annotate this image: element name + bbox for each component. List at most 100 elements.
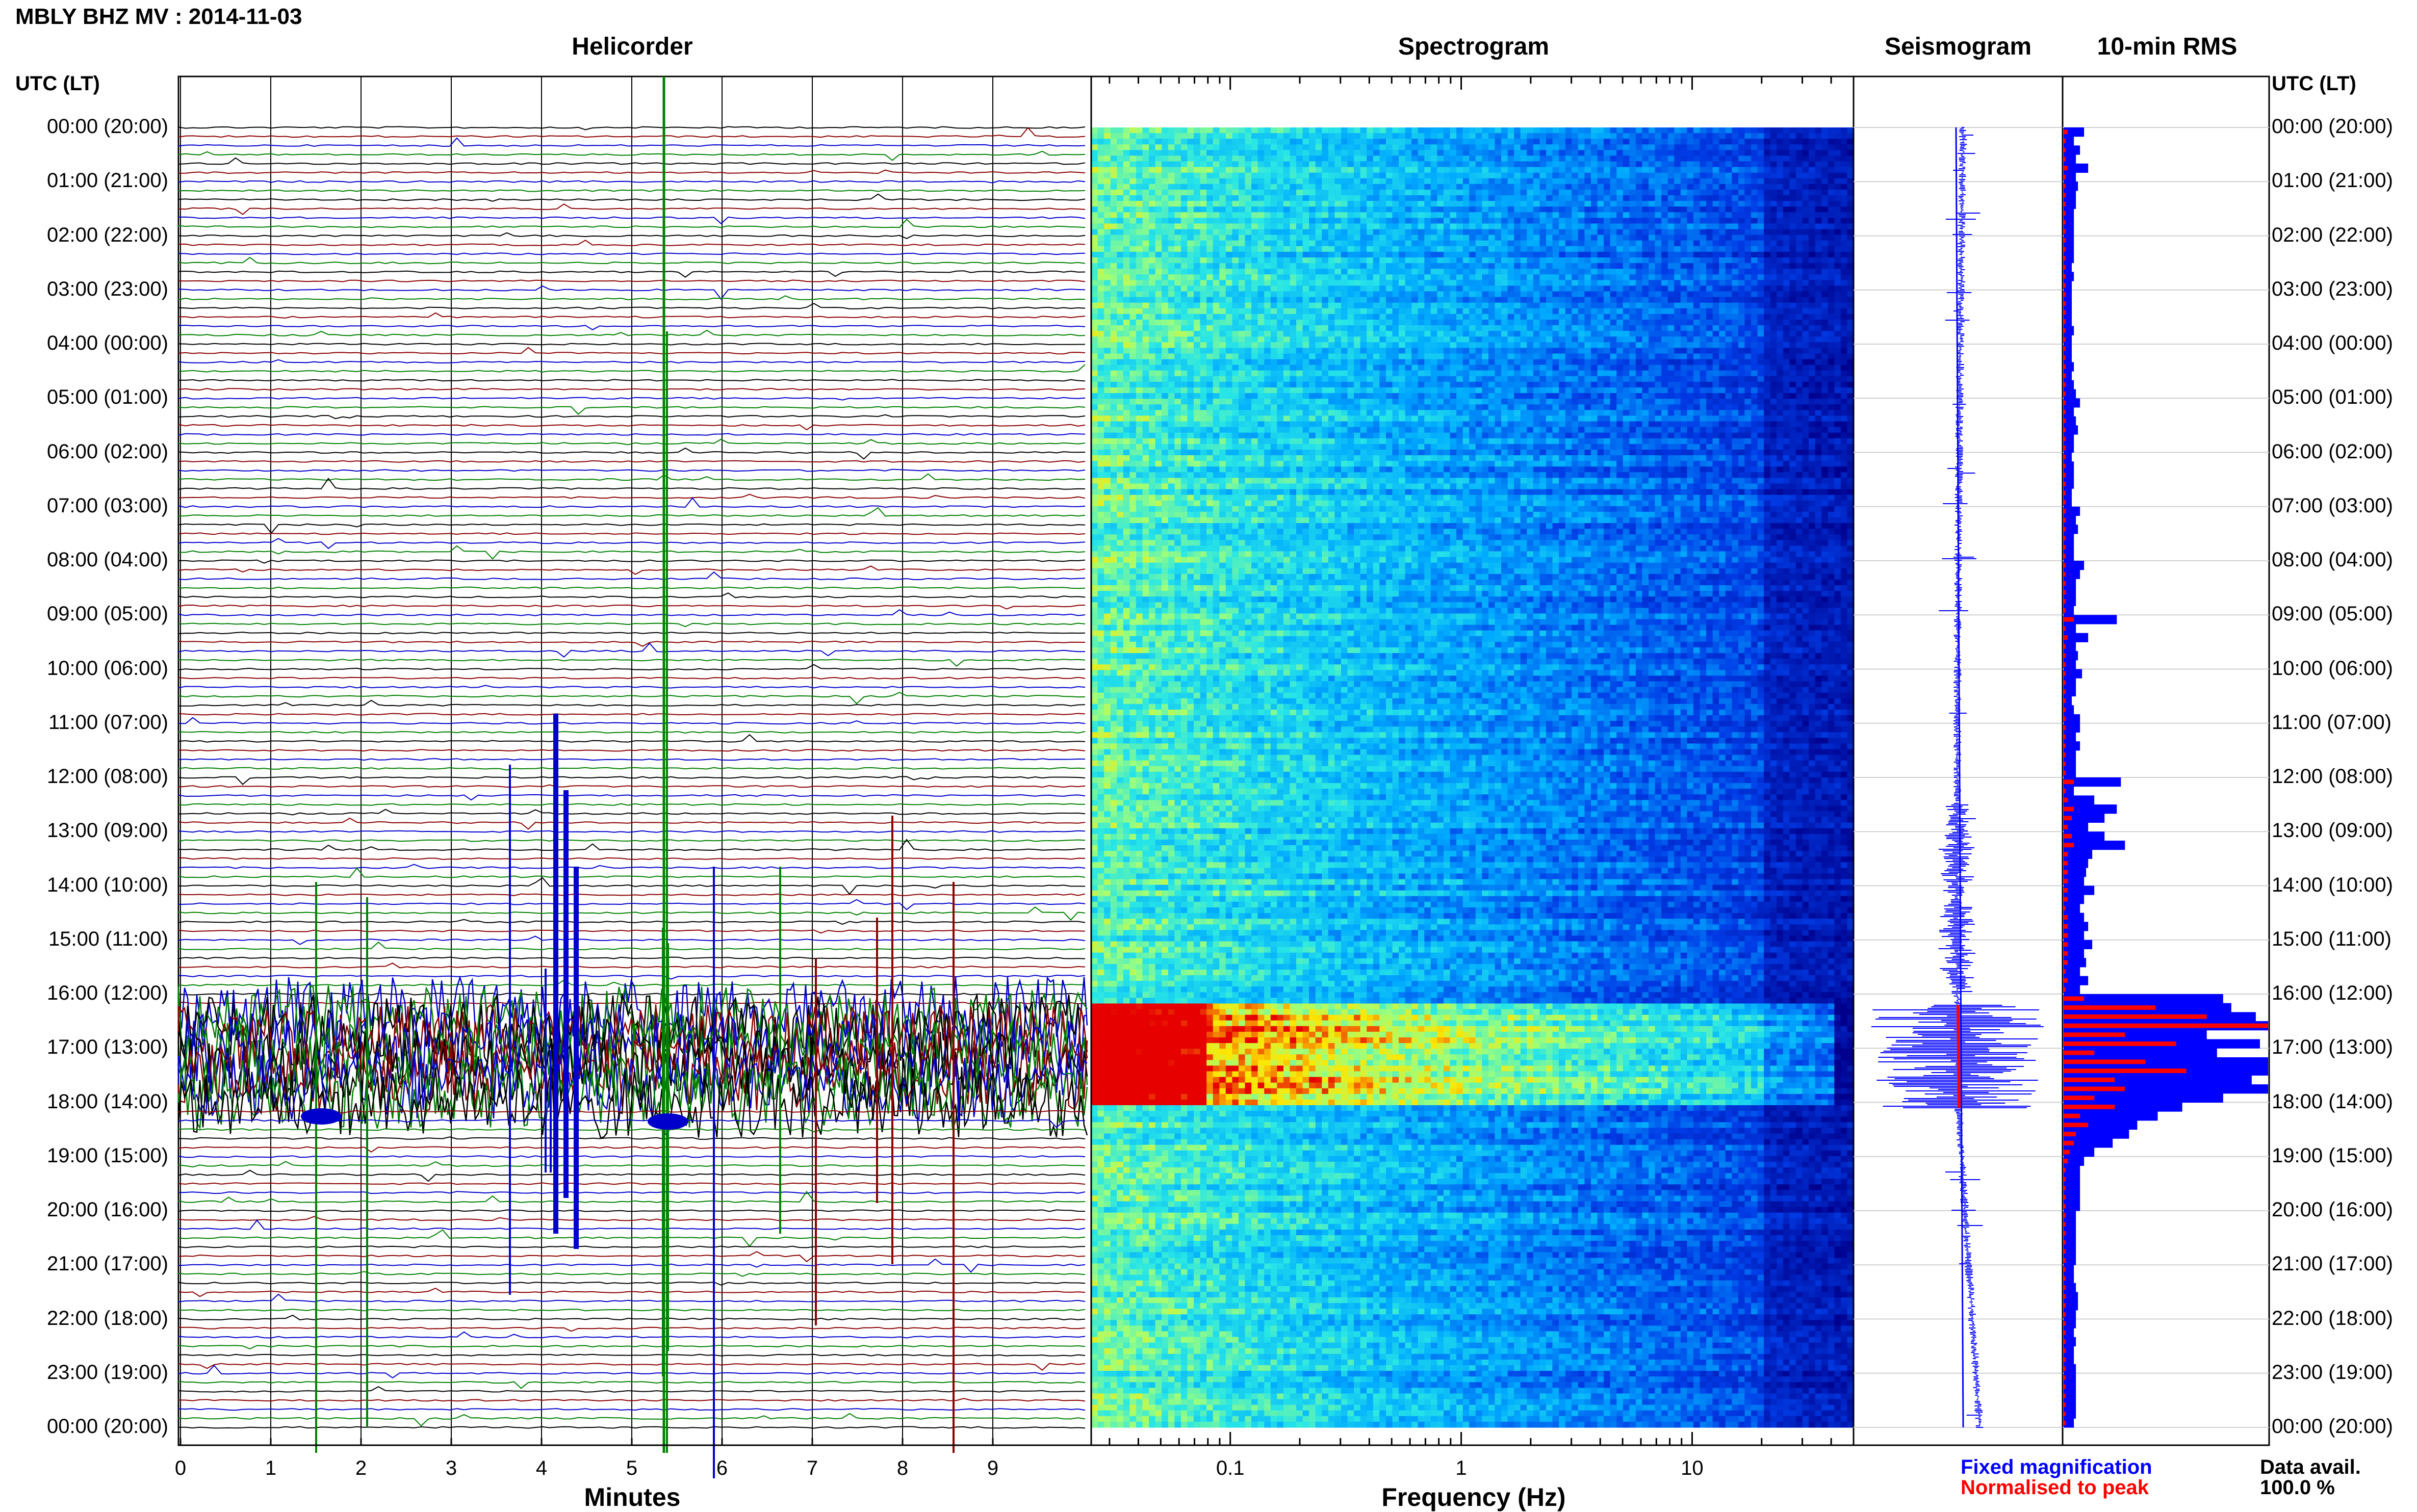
spectrogram-cell (1399, 167, 1406, 173)
spectrogram-cell (1360, 218, 1368, 224)
spectrogram-cell (1828, 150, 1835, 156)
spectrogram-cell (1610, 195, 1617, 201)
spectrogram-cell (1553, 263, 1560, 269)
spectrogram-cell (1789, 224, 1796, 230)
spectrogram-cell (1136, 212, 1143, 218)
spectrogram-cell (1482, 263, 1489, 269)
spectrogram-cell (1200, 257, 1207, 264)
spectrogram-cell (1815, 195, 1822, 201)
spectrogram-cell (1514, 241, 1521, 247)
spectrogram-cell (1501, 167, 1508, 173)
spectrogram-cell (1469, 178, 1476, 185)
spectrogram-cell (1219, 206, 1226, 213)
spectrogram-cell (1149, 229, 1156, 236)
spectrogram-cell (1104, 241, 1111, 247)
spectrogram-cell (1334, 212, 1342, 218)
spectrogram-cell (1200, 218, 1207, 224)
spectrogram-cell (1539, 173, 1547, 179)
spectrogram-cell (1514, 212, 1521, 218)
spectrogram-cell (1533, 263, 1540, 269)
spectrogram-cell (1559, 235, 1566, 241)
spectrogram-cell (1271, 218, 1278, 224)
spectrogram-cell (1482, 167, 1489, 173)
spectrogram-cell (1469, 162, 1476, 168)
spectrogram-cell (1129, 257, 1137, 264)
spectrogram-cell (1681, 190, 1688, 196)
spectrogram-cell (1501, 224, 1508, 230)
spectrogram-cell (1616, 184, 1624, 190)
spectrogram-cell (1117, 195, 1124, 201)
spectrogram-cell (1803, 257, 1810, 264)
spectrogram-cell (1719, 218, 1726, 224)
spectrogram-cell (1610, 257, 1617, 264)
spectrogram-cell (1444, 162, 1451, 168)
spectrogram-cell (1584, 235, 1591, 241)
spectrogram-cell (1565, 184, 1573, 190)
spectrogram-cell (1770, 285, 1778, 292)
spectrogram-cell (1476, 173, 1483, 179)
spectrogram-cell (1155, 212, 1163, 218)
spectrogram-cell (1623, 206, 1630, 213)
spectrogram-cell (1098, 173, 1105, 179)
spectrogram-cell (1111, 139, 1118, 145)
spectrogram-cell (1629, 241, 1636, 247)
spectrogram-cell (1239, 167, 1246, 173)
spectrogram-cell (1559, 127, 1566, 134)
spectrogram-cell (1194, 139, 1201, 145)
spectrogram-cell (1187, 150, 1194, 156)
spectrogram-cell (1815, 190, 1822, 196)
spectrogram-cell (1623, 212, 1630, 218)
spectrogram-cell (1239, 269, 1246, 275)
spectrogram-cell (1463, 195, 1470, 201)
spectrogram-cell (1623, 144, 1630, 150)
spectrogram-cell (1687, 173, 1694, 179)
spectrogram-cell (1726, 224, 1733, 230)
spectrogram-cell (1501, 133, 1508, 139)
spectrogram-cell (1334, 206, 1342, 213)
spectrogram-cell (1565, 212, 1573, 218)
spectrogram-cell (1348, 252, 1355, 258)
spectrogram-cell (1463, 235, 1470, 241)
spectrogram-cell (1783, 127, 1790, 134)
spectrogram-cell (1437, 173, 1444, 179)
spectrogram-cell (1661, 280, 1668, 286)
spectrogram-cell (1258, 257, 1265, 264)
spectrogram-cell (1508, 269, 1515, 275)
spectrogram-cell (1258, 144, 1265, 150)
spectrogram-cell (1553, 173, 1560, 179)
spectrogram-cell (1245, 155, 1252, 162)
spectrogram-cell (1277, 263, 1284, 269)
spectrogram-cell (1674, 184, 1681, 190)
spectrogram-cell (1168, 229, 1175, 236)
spectrogram-cell (1687, 292, 1694, 298)
spectrogram-cell (1174, 190, 1181, 196)
spectrogram-cell (1578, 133, 1585, 139)
spectrogram-cell (1232, 263, 1239, 269)
spectrogram-cell (1584, 150, 1591, 156)
spectrogram-cell (1149, 246, 1156, 252)
spectrogram-cell (1149, 155, 1156, 162)
spectrogram-cell (1789, 252, 1796, 258)
spectrogram-cell (1219, 201, 1226, 207)
spectrogram-cell (1219, 173, 1226, 179)
spectrogram-cell (1809, 274, 1816, 280)
spectrogram-cell (1168, 173, 1175, 179)
spectrogram-cell (1367, 133, 1374, 139)
spectrogram-cell (1334, 246, 1342, 252)
spectrogram-cell (1283, 167, 1291, 173)
spectrogram-cell (1187, 292, 1194, 298)
spectrogram-cell (1431, 246, 1438, 252)
spectrogram-cell (1206, 218, 1214, 224)
spectrogram-cell (1591, 218, 1598, 224)
spectrogram-cell (1726, 212, 1733, 218)
spectrogram-cell (1744, 144, 1752, 150)
spectrogram-cell (1726, 235, 1733, 241)
spectrogram-cell (1559, 212, 1566, 218)
spectrogram-cell (1565, 127, 1573, 134)
spectrogram-cell (1482, 155, 1489, 162)
spectrogram-cell (1181, 190, 1188, 196)
spectrogram-cell (1744, 127, 1752, 134)
spectrogram-cell (1821, 229, 1829, 236)
spectrogram-cell (1143, 190, 1150, 196)
spectrogram-cell (1521, 195, 1528, 201)
